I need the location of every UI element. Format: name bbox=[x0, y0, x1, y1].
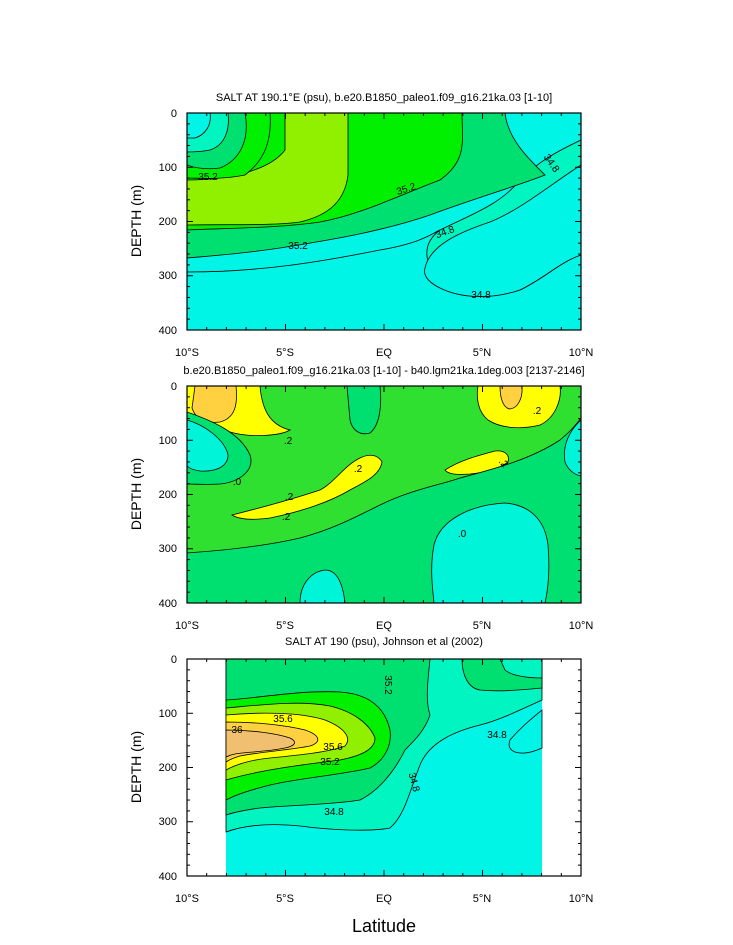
panel-3-contour-label: 36 bbox=[231, 725, 243, 736]
panel-1-contour-label: 34.8 bbox=[471, 290, 491, 301]
panel-3-contour-labels: 35.2 35.6 36 35.6 35.2 34.8 34.8 34.8 bbox=[231, 675, 507, 818]
panel-1-ytick-label: 0 bbox=[171, 108, 177, 120]
panel-2-fill-mint-north bbox=[346, 386, 382, 435]
panel-2-x-axis: 10°S 5°S EQ 5°N 10°N bbox=[175, 620, 593, 632]
figure-xlabel: Latitude bbox=[352, 916, 416, 936]
panel-2-fill-yellow-east-small bbox=[444, 450, 509, 475]
panel-1-fill-lime bbox=[187, 113, 349, 226]
panel-2-fill-orange-east bbox=[499, 386, 523, 410]
panel-2-contour-label: .2 bbox=[282, 512, 291, 523]
panel-3-xtick-label: 5°N bbox=[473, 893, 492, 905]
panel-2-ytick-label: 300 bbox=[159, 543, 177, 555]
panel-3-xtick-label: 10°N bbox=[569, 893, 594, 905]
panel-1-ytick-label: 300 bbox=[159, 270, 177, 282]
panel-3-ytick-label: 400 bbox=[159, 871, 177, 883]
panel-1-contour-label: 35.2 bbox=[198, 172, 218, 183]
panel-3-ylabel: DEPTH (m) bbox=[128, 731, 144, 803]
panel-3-y-axis: DEPTH (m) 0 100 200 300 400 bbox=[128, 654, 177, 883]
panel-3-contour-label: 34.8 bbox=[406, 772, 422, 794]
panel-2-ytick-label: 100 bbox=[159, 435, 177, 447]
panel-2-fill-cyan-east bbox=[431, 502, 550, 603]
panel-3: SALT AT 190 (psu), Johnson et al (2002) … bbox=[128, 636, 593, 905]
panel-3-contour-label: 34.8 bbox=[324, 807, 344, 818]
panel-2-contour-label: .2 bbox=[354, 464, 363, 475]
panel-1-xtick-label: EQ bbox=[376, 347, 392, 359]
panel-2-title: b.e20.B1850_paleo1.f09_g16.21ka.03 [1-10… bbox=[183, 365, 584, 377]
panel-3-fill-tan bbox=[225, 729, 295, 758]
panel-1-fill-cyan-west bbox=[187, 113, 211, 139]
panel-3-ytick-label: 300 bbox=[159, 816, 177, 828]
panel-3-ticks bbox=[186, 658, 582, 877]
panel-2-xtick-label: 10°S bbox=[175, 620, 199, 632]
panel-3-x-axis: 10°S 5°S EQ 5°N 10°N bbox=[175, 893, 593, 905]
panel-1-y-axis: DEPTH (m) 0 100 200 300 400 bbox=[128, 108, 177, 337]
panel-2-fill-orange-west bbox=[191, 386, 237, 423]
panel-3-ytick-label: 100 bbox=[159, 708, 177, 720]
panel-2-contour-label: .0 bbox=[233, 477, 242, 488]
panel-1-title: SALT AT 190.1°E (psu), b.e20.B1850_paleo… bbox=[216, 92, 552, 104]
panel-3-contour-label: 35.6 bbox=[323, 742, 343, 753]
panel-3-xtick-label: 5°S bbox=[276, 893, 294, 905]
panel-1-ytick-label: 200 bbox=[159, 216, 177, 228]
panel-3-contour-label: 35.6 bbox=[273, 714, 293, 725]
panel-2-ytick-label: 0 bbox=[171, 381, 177, 393]
panel-2-xtick-label: 5°N bbox=[473, 620, 492, 632]
panel-3-fill-cyan-east bbox=[508, 709, 543, 754]
panel-3-contour-label: 34.8 bbox=[487, 730, 507, 741]
panel-1-xtick-label: 5°N bbox=[473, 347, 492, 359]
panel-2-fill-yellow-east bbox=[476, 386, 561, 429]
panel-3-xtick-label: EQ bbox=[376, 893, 392, 905]
panel-1-field bbox=[187, 113, 581, 330]
panel-2-contour-label: .2 bbox=[284, 436, 293, 447]
panel-2-ytick-label: 400 bbox=[159, 598, 177, 610]
panel-1-fill-cyan-deep bbox=[424, 164, 581, 297]
panel-3-field bbox=[225, 659, 543, 876]
panel-2-fill-cyan-west bbox=[187, 419, 229, 472]
panel-3-xtick-label: 10°S bbox=[175, 893, 199, 905]
panel-1-ticks bbox=[186, 112, 582, 331]
panel-3-ytick-label: 200 bbox=[159, 762, 177, 774]
panel-2: b.e20.B1850_paleo1.f09_g16.21ka.03 [1-10… bbox=[128, 365, 593, 632]
panel-1-ylabel: DEPTH (m) bbox=[128, 185, 144, 257]
panel-2-ylabel: DEPTH (m) bbox=[128, 458, 144, 530]
panel-3-title: SALT AT 190 (psu), Johnson et al (2002) bbox=[285, 636, 483, 648]
panel-1-contour-label: 35.2 bbox=[288, 241, 308, 252]
panel-1-xtick-label: 10°N bbox=[569, 347, 594, 359]
panel-2-fill-yellow-diag bbox=[230, 454, 383, 520]
panel-2-ytick-label: 200 bbox=[159, 489, 177, 501]
panel-2-field bbox=[187, 386, 581, 603]
panel-1-x-axis: 10°S 5°S EQ 5°N 10°N bbox=[175, 347, 593, 359]
panel-1-ytick-label: 400 bbox=[159, 325, 177, 337]
panel-3-ytick-label: 0 bbox=[171, 654, 177, 666]
panel-2-y-axis: DEPTH (m) 0 100 200 300 400 bbox=[128, 381, 177, 610]
panel-2-xtick-label: 5°S bbox=[276, 620, 294, 632]
panel-3-contour-label: 35.2 bbox=[382, 675, 393, 695]
panel-2-contour-label: .2 bbox=[533, 406, 542, 417]
panel-2-ticks bbox=[186, 385, 582, 604]
panel-2-fill-cyan-bottom bbox=[299, 569, 346, 603]
panel-2-xtick-label: 10°N bbox=[569, 620, 594, 632]
panel-1: SALT AT 190.1°E (psu), b.e20.B1850_paleo… bbox=[128, 92, 593, 359]
panel-2-xtick-label: EQ bbox=[376, 620, 392, 632]
panel-3-fill-aqua-ne bbox=[499, 659, 543, 679]
panel-2-fill-cyan-right bbox=[563, 419, 581, 477]
panel-1-ytick-label: 100 bbox=[159, 162, 177, 174]
panel-2-contour-label: .0 bbox=[458, 529, 467, 540]
panel-1-xtick-label: 10°S bbox=[175, 347, 199, 359]
panel-1-xtick-label: 5°S bbox=[276, 347, 294, 359]
panel-1-contour-deep bbox=[187, 229, 441, 273]
panel-3-contour-label: 35.2 bbox=[320, 757, 340, 768]
panel-2-contour-label: .2 bbox=[285, 492, 294, 503]
